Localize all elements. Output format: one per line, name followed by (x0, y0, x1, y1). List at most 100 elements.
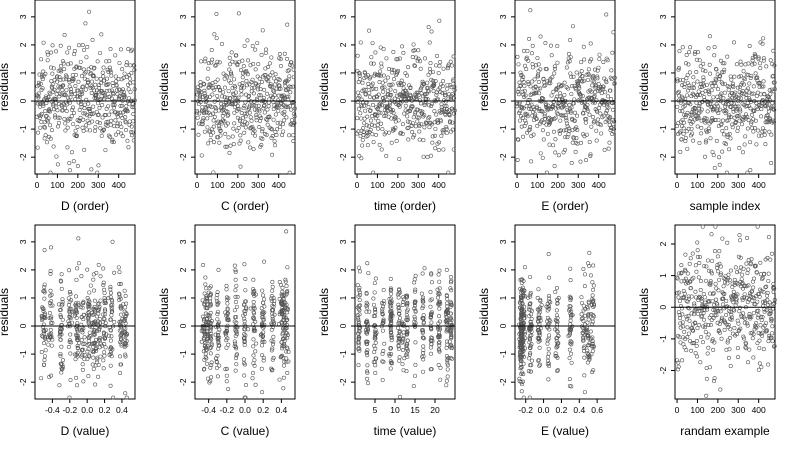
data-point (208, 138, 213, 143)
data-point (769, 161, 774, 166)
data-point (385, 105, 390, 110)
data-point (99, 32, 104, 37)
data-point (717, 162, 722, 167)
data-point (375, 106, 380, 111)
data-point (412, 280, 417, 285)
data-point (608, 88, 613, 93)
data-point (238, 133, 243, 138)
data-point (252, 288, 257, 293)
data-point (108, 291, 113, 296)
data-point (117, 270, 122, 275)
data-point (749, 91, 754, 96)
data-point (759, 84, 764, 89)
data-point (213, 105, 218, 110)
data-point (260, 136, 265, 141)
data-point (209, 319, 214, 324)
data-point (388, 346, 393, 351)
data-point (540, 128, 545, 133)
x-tick-label: 300 (571, 180, 585, 190)
data-point (761, 79, 766, 84)
data-point (731, 109, 736, 114)
data-point (678, 316, 683, 321)
data-point (609, 68, 614, 73)
data-point (569, 360, 574, 365)
data-point (549, 53, 554, 58)
data-point (587, 112, 592, 117)
data-point (413, 308, 418, 313)
data-point (393, 115, 398, 120)
data-point (105, 82, 110, 87)
data-point (412, 301, 417, 306)
data-point (754, 105, 759, 110)
data-point (64, 108, 69, 113)
data-point (40, 77, 45, 82)
points-group (675, 34, 777, 175)
data-point (715, 265, 720, 270)
x-tick-label: -0.2 (219, 405, 234, 415)
data-point (729, 317, 734, 322)
data-point (445, 358, 450, 363)
data-point (221, 105, 226, 110)
data-point (380, 309, 385, 314)
data-point (430, 69, 435, 74)
data-point (98, 274, 103, 279)
data-point (272, 76, 277, 81)
data-point (282, 51, 287, 56)
data-point (591, 344, 596, 349)
data-point (87, 114, 92, 119)
data-point (41, 328, 46, 333)
y-tick-label: 0 (18, 98, 28, 103)
data-point (381, 89, 386, 94)
data-point (527, 356, 532, 361)
data-point (262, 310, 267, 315)
data-point (738, 326, 743, 331)
data-point (413, 340, 418, 345)
data-point (248, 145, 253, 150)
data-point (215, 312, 220, 317)
data-point (42, 341, 47, 346)
data-point (432, 109, 437, 114)
data-point (386, 114, 391, 119)
x-tick-label: 100 (690, 180, 704, 190)
data-point (240, 75, 245, 80)
data-point (380, 311, 385, 316)
y-axis-title: residuals (0, 288, 11, 336)
data-point (536, 357, 541, 362)
data-point (270, 311, 275, 316)
data-point (738, 73, 743, 78)
x-tick-label: 200 (711, 180, 725, 190)
y-tick-label: 3 (498, 14, 508, 19)
data-point (605, 58, 610, 63)
data-point (104, 82, 109, 87)
data-point (592, 79, 597, 84)
data-point (590, 83, 595, 88)
data-point (569, 74, 574, 79)
data-point (718, 73, 723, 78)
data-point (128, 63, 133, 68)
data-point (217, 363, 222, 368)
data-point (585, 102, 590, 107)
x-tick-label: 0 (195, 180, 200, 190)
data-point (734, 297, 739, 302)
data-point (704, 138, 709, 143)
data-point (215, 98, 220, 103)
data-point (284, 229, 289, 234)
data-point (691, 75, 696, 80)
data-point (551, 99, 556, 104)
data-point (556, 153, 561, 158)
data-point (567, 126, 572, 131)
data-point (271, 89, 276, 94)
data-point (260, 28, 265, 33)
data-point (253, 67, 258, 72)
data-point (685, 93, 690, 98)
data-point (737, 146, 742, 151)
data-point (67, 161, 72, 166)
data-point (440, 84, 445, 89)
data-point (212, 114, 217, 119)
data-point (269, 127, 274, 132)
data-point (90, 37, 95, 42)
points-group (517, 250, 597, 400)
data-point (224, 338, 229, 343)
data-point (519, 364, 524, 369)
data-point (228, 62, 233, 67)
